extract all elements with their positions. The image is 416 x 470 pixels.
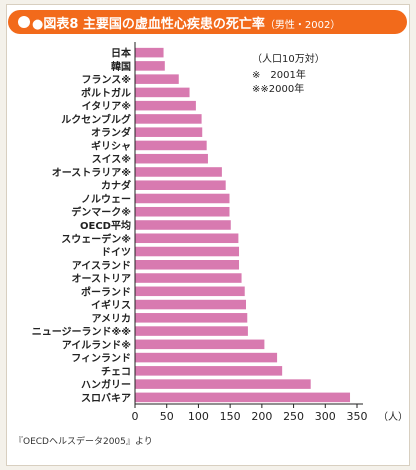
category-label: オーストラリア※ bbox=[52, 167, 131, 179]
category-label: イタリア※ bbox=[82, 101, 131, 113]
bar bbox=[135, 313, 248, 323]
bar bbox=[135, 392, 351, 403]
bar bbox=[135, 273, 242, 283]
figure-title: ●図表8 主要国の虚血性心疾患の死亡率（男性・2002） bbox=[32, 13, 340, 32]
bar bbox=[135, 100, 196, 111]
x-tick-label: 0 bbox=[132, 410, 139, 423]
category-label: スウェーデン※ bbox=[61, 232, 131, 245]
category-label: スロバキア bbox=[81, 392, 131, 404]
figure-number: ●図表8 bbox=[32, 17, 79, 32]
category-label: カナダ bbox=[101, 179, 131, 192]
bar bbox=[135, 47, 164, 58]
category-label: ルクセンブルグ bbox=[61, 113, 131, 126]
x-tick-label: 50 bbox=[160, 410, 174, 423]
legend-note-2000: ※※2000年 bbox=[252, 82, 304, 95]
bar bbox=[135, 352, 278, 363]
figure-subtitle: （男性・2002） bbox=[264, 20, 341, 31]
bar bbox=[135, 379, 311, 389]
category-label: オーストリア bbox=[72, 273, 132, 285]
category-label: ポーランド bbox=[81, 285, 131, 298]
category-label: オランダ bbox=[91, 126, 131, 139]
bar bbox=[135, 246, 240, 257]
bar bbox=[135, 326, 248, 336]
bar bbox=[135, 286, 245, 297]
source-note: 『OECDヘルスデータ2005』より bbox=[14, 437, 153, 447]
bar bbox=[135, 366, 283, 376]
category-label: ハンガリー bbox=[81, 378, 131, 391]
category-label: ギリシャ bbox=[91, 139, 131, 152]
bar bbox=[135, 180, 226, 190]
category-label: アメリカ bbox=[92, 313, 132, 325]
bar bbox=[135, 339, 265, 350]
category-label: イギリス bbox=[91, 299, 131, 312]
bar bbox=[135, 153, 208, 164]
bar bbox=[135, 87, 190, 98]
bar bbox=[135, 193, 230, 204]
figure-title-text: 主要国の虚血性心疾患の死亡率 bbox=[82, 17, 265, 32]
bar bbox=[135, 233, 239, 244]
category-label: スイス※ bbox=[92, 154, 131, 166]
category-label: 日本 bbox=[111, 47, 132, 60]
category-label: ニュージーランド※※ bbox=[32, 326, 131, 338]
bullet-icon bbox=[18, 16, 30, 28]
category-label: OECD平均 bbox=[80, 219, 131, 232]
bar bbox=[135, 61, 165, 71]
category-label: アイスランド bbox=[72, 260, 131, 272]
x-tick-label: 300 bbox=[315, 410, 336, 423]
x-tick-label: 350 bbox=[347, 410, 368, 423]
category-label: ドイツ bbox=[101, 247, 131, 259]
bar bbox=[135, 127, 203, 137]
category-label: ノルウェー bbox=[81, 193, 131, 205]
category-label: フィンランド bbox=[71, 353, 131, 365]
bar bbox=[135, 140, 207, 151]
x-tick-label: 250 bbox=[283, 410, 304, 423]
bar bbox=[135, 74, 179, 84]
bar bbox=[135, 220, 231, 230]
bar bbox=[135, 206, 230, 217]
legend-unit: （人口10万対） bbox=[252, 52, 325, 65]
bar bbox=[135, 167, 222, 177]
category-label: 韓国 bbox=[111, 60, 131, 73]
x-tick-label: 100 bbox=[188, 410, 209, 423]
category-label: ポルトガル bbox=[81, 86, 131, 99]
category-label: アイルランド※ bbox=[62, 339, 131, 351]
bar bbox=[135, 299, 246, 310]
x-axis-unit: （人） bbox=[378, 411, 408, 423]
figure-header: ●図表8 主要国の虚血性心疾患の死亡率（男性・2002） bbox=[8, 10, 407, 34]
category-label: チェコ bbox=[101, 366, 131, 378]
x-tick-label: 150 bbox=[220, 410, 241, 423]
bar bbox=[135, 260, 240, 270]
bar bbox=[135, 114, 202, 124]
x-tick-label: 200 bbox=[251, 410, 272, 423]
category-label: フランス※ bbox=[81, 74, 131, 86]
legend-note-2001: ※ 2001年 bbox=[252, 68, 306, 81]
category-label: デンマーク※ bbox=[71, 206, 131, 219]
